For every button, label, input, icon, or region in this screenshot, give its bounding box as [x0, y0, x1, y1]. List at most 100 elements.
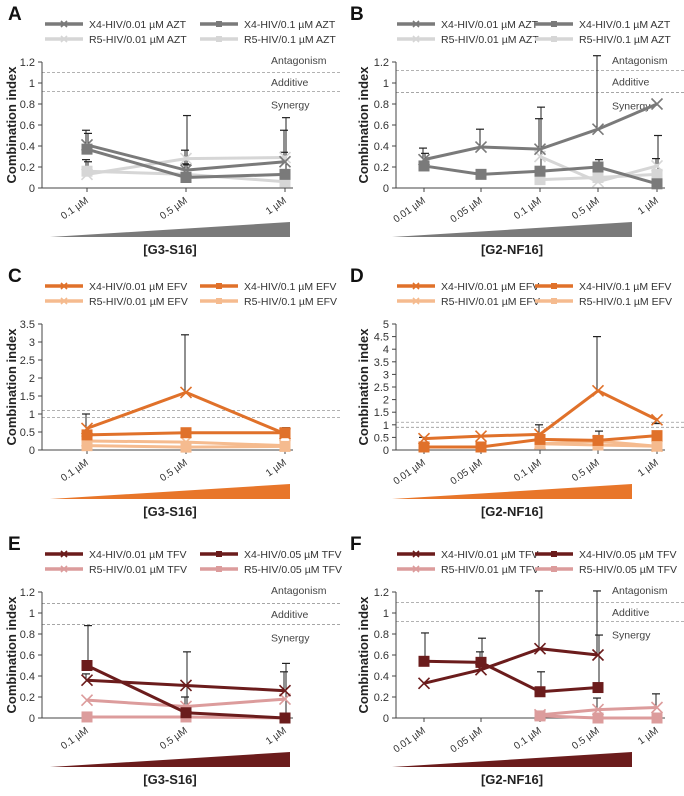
y-tick-label: 0.6 — [20, 120, 35, 132]
data-point-square — [216, 283, 222, 289]
x-tick-label: 0.5 µM — [158, 725, 190, 752]
x-tick-label: 1 µM — [264, 457, 289, 479]
y-tick-label: 0.6 — [374, 120, 389, 132]
data-point-square — [279, 176, 291, 188]
data-point-x — [179, 679, 193, 692]
legend-label: R5-HIV/0.1 µM EFV — [244, 296, 337, 308]
data-point-x — [80, 694, 94, 707]
data-point-square — [534, 174, 546, 186]
data-point-square — [180, 427, 192, 439]
y-tick-label: 5 — [383, 319, 389, 331]
legend-label: X4-HIV/0.01 µM EFV — [441, 281, 539, 293]
legend-entry: X4-HIV/0.1 µM EFV — [535, 281, 671, 293]
region-label: Additive — [271, 609, 309, 621]
legend-label: R5-HIV/0.01 µM AZT — [441, 34, 539, 46]
data-point-x — [60, 35, 68, 43]
y-tick-label: 2 — [29, 373, 35, 385]
legend-entry: X4-HIV/0.1 µM EFV — [200, 281, 336, 293]
data-point-x — [533, 642, 547, 655]
panel-label: D — [350, 266, 364, 287]
chart-panel-f: F X4-HIV/0.01 µM TFV X4-HIV/0.05 µM TFV R5-… — [350, 534, 684, 787]
region-label: Additive — [612, 607, 650, 619]
y-tick-label: 0.5 — [374, 432, 389, 444]
x-tick-label: 0.1 µM — [512, 457, 544, 484]
x-tick-label: 0.5 µM — [570, 457, 602, 484]
concentration-wedge — [50, 752, 290, 767]
legend-label: R5-HIV/0.01 µM TFV — [441, 564, 539, 576]
y-tick-label: 0.5 — [20, 427, 35, 439]
data-point-square — [592, 434, 604, 446]
concentration-wedge — [50, 222, 290, 237]
legend-entry: R5-HIV/0.01 µM EFV — [45, 296, 188, 308]
legend-entry: R5-HIV/0.1 µM EFV — [200, 296, 337, 308]
data-point-x — [533, 143, 547, 156]
data-point-x — [591, 648, 605, 662]
x-axis-title: [G2-NF16] — [481, 772, 543, 787]
panel-label: C — [8, 266, 22, 287]
region-label: Antagonism — [612, 55, 668, 67]
data-point-x — [60, 297, 68, 305]
data-point-x — [278, 155, 292, 168]
legend-label: X4-HIV/0.01 µM AZT — [441, 19, 539, 31]
data-point-square — [592, 712, 604, 724]
legend-entry: R5-HIV/0.1 µM AZT — [535, 34, 671, 46]
data-point-square — [651, 440, 663, 452]
legend-entry: R5-HIV/0.01 µM AZT — [45, 34, 187, 46]
y-tick-label: 3.5 — [20, 319, 35, 331]
x-tick-label: 0.05 µM — [449, 195, 485, 225]
y-tick-label: 2.5 — [374, 382, 389, 394]
legend-label: R5-HIV/0.05 µM TFV — [579, 564, 677, 576]
data-point-square — [551, 21, 557, 27]
x-axis-title: [G2-NF16] — [481, 242, 543, 257]
y-tick-label: 1 — [29, 409, 35, 421]
data-point-square — [216, 21, 222, 27]
data-point-square — [81, 440, 93, 452]
legend-label: X4-HIV/0.01 µM EFV — [89, 281, 187, 293]
legend-entry: X4-HIV/0.01 µM AZT — [45, 19, 187, 31]
y-tick-label: 0.4 — [20, 141, 35, 153]
data-point-square — [180, 172, 192, 183]
panel-label: F — [350, 534, 362, 555]
y-tick-label: 2.5 — [20, 355, 35, 367]
data-point-square — [475, 441, 487, 453]
x-axis-title: [G3-S16] — [143, 772, 196, 787]
y-axis-title: Combination index — [356, 66, 371, 184]
data-point-square — [418, 441, 430, 453]
concentration-wedge — [50, 484, 290, 499]
legend-label: X4-HIV/0.01 µM TFV — [89, 549, 186, 561]
data-point-x — [591, 384, 605, 397]
data-point-square — [81, 660, 93, 671]
data-point-square — [592, 682, 604, 694]
series-line — [423, 389, 658, 441]
y-tick-label: 1 — [29, 608, 35, 620]
legend-entry: X4-HIV/0.01 µM TFV — [397, 549, 538, 561]
y-tick-label: 0.4 — [374, 141, 389, 153]
data-point-x — [278, 684, 292, 697]
legend-entry: X4-HIV/0.01 µM TFV — [45, 549, 186, 561]
y-tick-label: 0.2 — [374, 692, 389, 704]
data-point-square — [216, 551, 222, 557]
legend-label: X4-HIV/0.05 µM TFV — [244, 549, 341, 561]
x-axis-title: [G2-NF16] — [481, 504, 543, 519]
data-point-x — [474, 430, 488, 443]
data-point-square — [592, 172, 604, 183]
data-point-square — [551, 298, 557, 304]
region-label: Synergy — [271, 99, 310, 111]
legend-entry: R5-HIV/0.01 µM AZT — [397, 34, 539, 46]
data-point-square — [534, 686, 546, 698]
data-point-square — [551, 283, 557, 289]
data-point-square — [81, 165, 93, 177]
legend-label: R5-HIV/0.01 µM TFV — [89, 564, 187, 576]
data-point-x — [650, 701, 664, 714]
data-point-x — [60, 565, 68, 573]
x-tick-label: 1 µM — [636, 725, 661, 747]
y-axis-title: Combination index — [356, 596, 371, 714]
region-label: Antagonism — [271, 585, 327, 597]
legend-label: X4-HIV/0.05 µM TFV — [579, 549, 676, 561]
data-point-square — [592, 161, 604, 173]
data-point-square — [534, 433, 546, 445]
legend-label: R5-HIV/0.1 µM AZT — [244, 34, 336, 46]
series-line — [423, 647, 599, 685]
y-tick-label: 1 — [383, 420, 389, 432]
data-point-x — [60, 282, 68, 290]
